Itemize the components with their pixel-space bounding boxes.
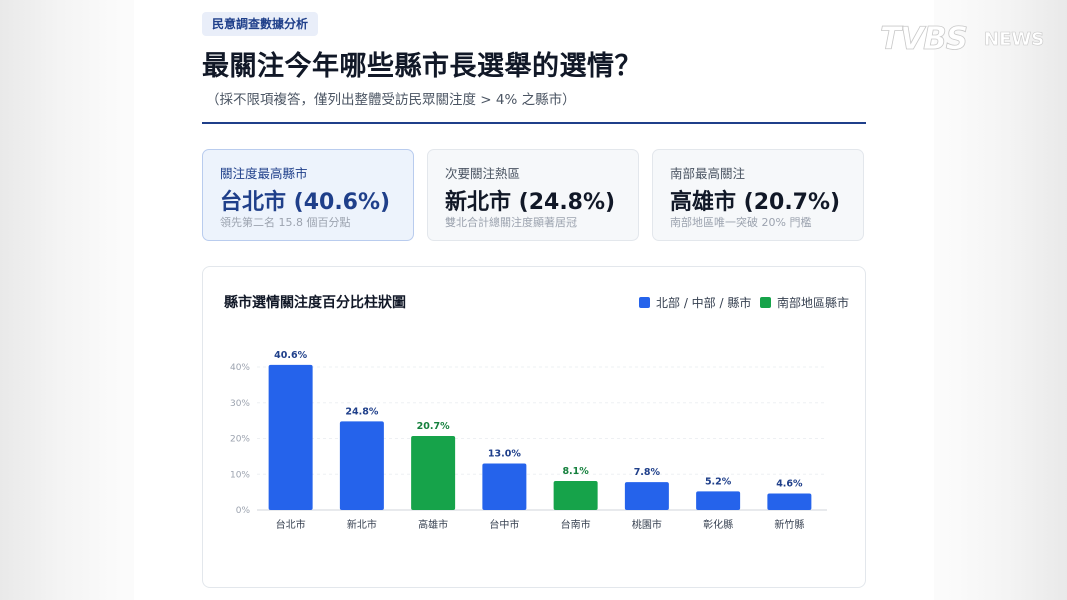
legend-item-north: 北部 / 中部 / 縣市 bbox=[639, 294, 751, 311]
bar bbox=[553, 481, 598, 510]
stat-card-value: 台北市 (40.6%) bbox=[220, 190, 391, 215]
stat-card-value: 新北市 (24.8%) bbox=[445, 190, 616, 215]
chart-card: 縣市選情關注度百分比柱狀圖 北部 / 中部 / 縣市 南部地區縣市 0% 10% 2… bbox=[202, 266, 866, 588]
x-tick-label: 台中市 bbox=[489, 518, 519, 531]
svg-text:NEWS: NEWS bbox=[984, 29, 1044, 50]
bar-value-label: 5.2% bbox=[705, 476, 732, 487]
category-tag: 民意調查數據分析 bbox=[202, 12, 319, 36]
page-title: 最關注今年哪些縣市長選舉的選情？ bbox=[202, 51, 642, 82]
bar-value-label: 13.0% bbox=[488, 449, 521, 460]
bar bbox=[268, 364, 313, 510]
bar bbox=[411, 435, 456, 510]
stat-card-second: 次要關注熱區 新北市 (24.8%) 雙北合計總關注度顯著居冠 bbox=[427, 149, 639, 241]
legend-swatch-north bbox=[639, 297, 650, 308]
bar bbox=[482, 463, 527, 510]
page-subtitle: （採不限項複答，僅列出整體受訪民眾關注度 > 4% 之縣市） bbox=[206, 92, 576, 108]
stat-card-note: 雙北合計總關注度顯著居冠 bbox=[445, 216, 577, 229]
x-tick-label: 彰化縣 bbox=[703, 518, 733, 531]
y-tick-label: 30% bbox=[230, 399, 250, 409]
legend-swatch-south bbox=[760, 297, 771, 308]
bar-value-label: 8.1% bbox=[562, 466, 589, 477]
svg-text:TVBS: TVBS bbox=[880, 21, 967, 56]
stat-card-note: 南部地區唯一突破 20% 門檻 bbox=[670, 216, 812, 229]
bar bbox=[696, 491, 741, 510]
legend-item-south: 南部地區縣市 bbox=[760, 294, 849, 311]
y-tick-label: 10% bbox=[230, 470, 250, 480]
stat-card-south: 南部最高關注 高雄市 (20.7%) 南部地區唯一突破 20% 門檻 bbox=[652, 149, 864, 241]
bar bbox=[624, 482, 669, 510]
bar-value-label: 40.6% bbox=[274, 350, 307, 361]
y-tick-label: 40% bbox=[230, 363, 250, 373]
legend-label-south: 南部地區縣市 bbox=[777, 296, 850, 310]
bar-chart: 0% 10% 20% 30% 40% 40.6% 台北市 24.8% 新北市 20.7% 高雄市 13… bbox=[230, 350, 827, 531]
x-tick-label: 台北市 bbox=[276, 518, 306, 531]
x-tick-label: 新竹縣 bbox=[774, 518, 804, 531]
bar bbox=[767, 493, 812, 510]
stat-card-label: 次要關注熱區 bbox=[445, 166, 521, 181]
stat-card-label: 南部最高關注 bbox=[670, 166, 746, 181]
stat-card-note: 領先第二名 15.8 個百分點 bbox=[220, 216, 351, 229]
bar bbox=[339, 421, 384, 510]
bar-value-label: 7.8% bbox=[634, 467, 661, 478]
stat-card-value: 高雄市 (20.7%) bbox=[670, 190, 841, 215]
x-tick-label: 高雄市 bbox=[418, 518, 448, 531]
x-tick-label: 桃園市 bbox=[632, 518, 662, 531]
chart-title: 縣市選情關注度百分比柱狀圖 bbox=[224, 295, 406, 311]
y-tick-label: 20% bbox=[230, 435, 250, 445]
bar-value-label: 24.8% bbox=[345, 406, 378, 417]
bar-value-label: 4.6% bbox=[776, 479, 803, 490]
stat-card-label: 關注度最高縣市 bbox=[220, 166, 308, 181]
bar-value-label: 20.7% bbox=[417, 421, 450, 432]
tvbs-news-logo: TVBS NEWS bbox=[880, 21, 1045, 56]
legend-label-north: 北部 / 中部 / 縣市 bbox=[656, 296, 752, 310]
stat-card-top: 關注度最高縣市 台北市 (40.6%) 領先第二名 15.8 個百分點 bbox=[202, 149, 414, 241]
x-tick-label: 新北市 bbox=[347, 518, 377, 531]
title-divider bbox=[202, 122, 866, 124]
y-tick-label: 0% bbox=[236, 506, 251, 516]
x-tick-label: 台南市 bbox=[561, 518, 591, 531]
